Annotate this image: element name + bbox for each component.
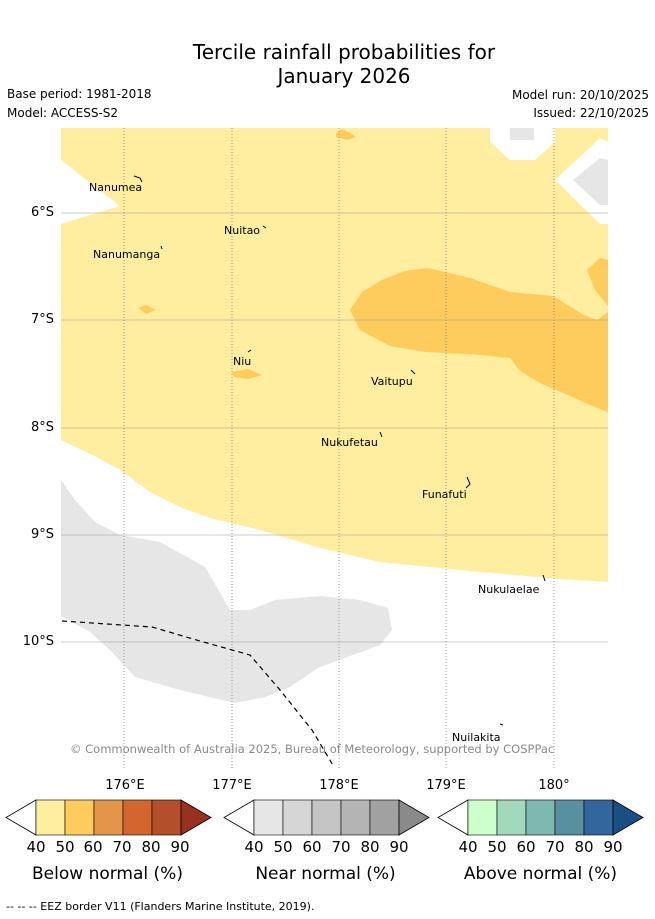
colorbar-near-segment-2: [282, 799, 313, 836]
lat-label-8s: 8°S: [30, 420, 54, 435]
below-tick-50: 50: [55, 838, 75, 856]
place-label-niu: Niu: [233, 355, 252, 368]
colorbar-near-segment-5: [369, 799, 400, 836]
colorbars: [5, 799, 644, 836]
place-label-nuilakita: Nuilakita: [452, 731, 501, 744]
map-title-line1: Tercile rainfall probabilities for: [192, 40, 496, 64]
above-tick-50: 50: [487, 838, 507, 856]
colorbar-near-segment-1: [253, 799, 284, 836]
near-tick-90: 90: [389, 838, 409, 856]
colorbar-above-segment-1: [467, 799, 498, 836]
model-run-label: Model run: 20/10/2025: [511, 88, 649, 102]
below-normal-title: Below normal (%): [32, 864, 183, 884]
issued-label: Issued: 22/10/2025: [533, 106, 649, 120]
below-tick-80: 80: [141, 838, 161, 856]
meridians: [123, 128, 555, 770]
above-normal-title: Above normal (%): [463, 864, 618, 884]
map-title: Tercile rainfall probabilities for Janua…: [0, 40, 655, 88]
lon-label-176e: 176°E: [105, 778, 145, 793]
eez-border-line: [61, 620, 335, 768]
colorbar-below-segment-2: [64, 799, 95, 836]
colorbar-above-segment-4: [554, 799, 585, 836]
colorbar-above-under-arrow: [437, 799, 469, 836]
eez-legend: -- -- -- EEZ border V11 (Flanders Marine…: [6, 900, 315, 913]
near-tick-80: 80: [360, 838, 380, 856]
lat-label-7s: 7°S: [30, 312, 54, 327]
place-label-nanumea: Nanumea: [89, 181, 143, 194]
below-tick-90: 90: [170, 838, 190, 856]
lon-label-177e: 177°E: [212, 778, 252, 793]
below-tick-60: 60: [83, 838, 103, 856]
colorbar-below-segment-1: [35, 799, 66, 836]
colorbar-above: [437, 799, 644, 836]
colorbar-below: [5, 799, 212, 836]
colorbar-above-over-arrow: [612, 799, 644, 836]
near-normal-title: Near normal (%): [255, 864, 396, 884]
below-normal-50-region-east: [587, 258, 608, 306]
near-tick-50: 50: [273, 838, 293, 856]
colorbar-above-segment-2: [496, 799, 527, 836]
colorbar-near-segment-3: [311, 799, 342, 836]
model-label: Model: ACCESS-S2: [7, 106, 119, 120]
colorbar-below-segment-3: [93, 799, 124, 836]
colorbar-near: [223, 799, 430, 836]
place-label-nanumanga: Nanumanga: [93, 248, 161, 261]
copyright-notice: © Commonwealth of Australia 2025, Bureau…: [70, 742, 555, 756]
no-data-top-notch: [490, 128, 555, 160]
lat-label-10s: 10°S: [22, 634, 54, 649]
above-tick-70: 70: [545, 838, 565, 856]
lon-label-179e: 179°E: [426, 778, 466, 793]
lon-label-180: 180°: [538, 778, 570, 793]
place-label-vaitupu: Vaitupu: [371, 375, 413, 388]
below-normal-50-blob-top: [336, 129, 356, 140]
colorbar-near-segment-4: [340, 799, 371, 836]
near-tick-60: 60: [302, 838, 322, 856]
near-tick-40: 40: [244, 838, 264, 856]
colorbar-near-over-arrow: [398, 799, 430, 836]
lat-label-9s: 9°S: [30, 527, 54, 542]
no-data-west-notch: [61, 160, 120, 224]
above-tick-80: 80: [574, 838, 594, 856]
colorbar-below-segment-4: [122, 799, 153, 836]
place-label-nukufetau: Nukufetau: [321, 436, 378, 449]
place-label-funafuti: Funafuti: [422, 488, 467, 501]
map-title-line2: January 2026: [277, 64, 411, 88]
below-normal-50-blob-west: [138, 305, 156, 314]
graticule: [61, 212, 608, 643]
colorbar-near-under-arrow: [223, 799, 255, 836]
base-period-label: Base period: 1981-2018: [7, 87, 152, 101]
near-normal-40-region: [61, 480, 392, 703]
below-normal-40-region: [61, 128, 608, 582]
place-label-nukulaelae: Nukulaelae: [478, 583, 540, 596]
near-tick-70: 70: [331, 838, 351, 856]
near-normal-east-patch: [573, 158, 608, 205]
lon-label-178e: 178°E: [319, 778, 359, 793]
island-marks: [133, 175, 546, 726]
below-normal-50-region: [350, 268, 608, 412]
below-normal-50-blob-niu: [232, 369, 262, 379]
below-tick-40: 40: [26, 838, 46, 856]
colorbar-above-segment-3: [525, 799, 556, 836]
place-label-nuitao: Nuitao: [224, 224, 261, 237]
no-data-top-inner: [510, 128, 534, 140]
below-tick-70: 70: [112, 838, 132, 856]
colorbar-above-segment-5: [583, 799, 614, 836]
above-tick-60: 60: [516, 838, 536, 856]
colorbar-below-over-arrow: [180, 799, 212, 836]
colorbar-below-segment-5: [151, 799, 182, 836]
lat-label-6s: 6°S: [30, 205, 54, 220]
colorbar-below-under-arrow: [5, 799, 37, 836]
above-tick-90: 90: [603, 838, 623, 856]
above-tick-40: 40: [458, 838, 478, 856]
